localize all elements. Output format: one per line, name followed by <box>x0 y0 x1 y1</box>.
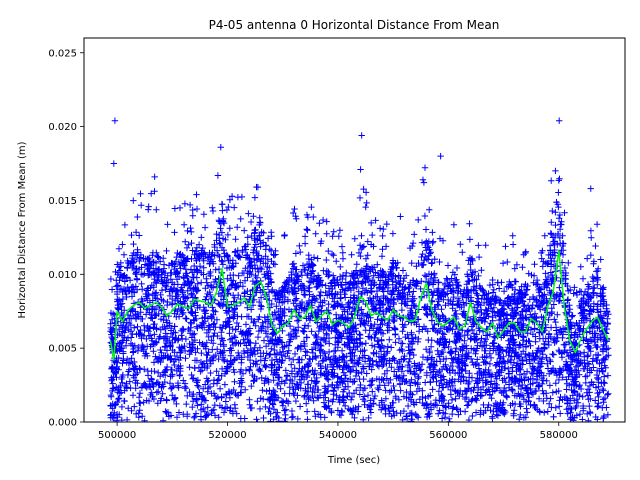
mean-line <box>109 249 610 361</box>
scatter-markers <box>107 117 612 422</box>
scatter-point <box>437 152 444 160</box>
x-tick-label: 560000 <box>429 430 467 441</box>
scatter-series-layer <box>107 117 612 422</box>
scatter-point <box>254 183 262 191</box>
x-tick-label: 580000 <box>540 430 578 441</box>
y-tick-label: 0.000 <box>48 418 77 429</box>
y-tick-label: 0.020 <box>48 122 77 133</box>
scatter-point <box>357 166 364 173</box>
plot-frame <box>83 37 626 423</box>
y-tick-label: 0.010 <box>48 270 77 281</box>
scatter-point <box>419 176 427 183</box>
y-axis-ticks: 0.000 0.005 0.010 0.015 0.020 0.025 <box>48 48 84 429</box>
scatter-point <box>110 160 118 167</box>
x-tick-label: 520000 <box>208 430 246 441</box>
scatter-point <box>358 132 365 139</box>
chart-title: P4-05 antenna 0 Horizontal Distance From… <box>209 18 500 32</box>
x-axis-ticks: 500000 520000 540000 560000 580000 <box>98 422 578 441</box>
x-axis-label: Time (sec) <box>327 455 380 466</box>
mean-line-layer <box>109 249 610 361</box>
x-tick-label: 540000 <box>319 430 357 441</box>
y-axis-label: Horizontal Distance From Mean (m) <box>17 141 28 318</box>
scatter-point <box>151 173 158 181</box>
x-tick-label: 500000 <box>98 430 136 441</box>
y-tick-label: 0.015 <box>48 196 77 207</box>
scatter-point <box>587 185 594 192</box>
scatter-point <box>552 167 559 175</box>
y-tick-label: 0.025 <box>48 48 77 59</box>
y-tick-label: 0.005 <box>48 344 77 355</box>
scatter-point <box>111 117 119 124</box>
notable-points-layer <box>110 117 594 192</box>
